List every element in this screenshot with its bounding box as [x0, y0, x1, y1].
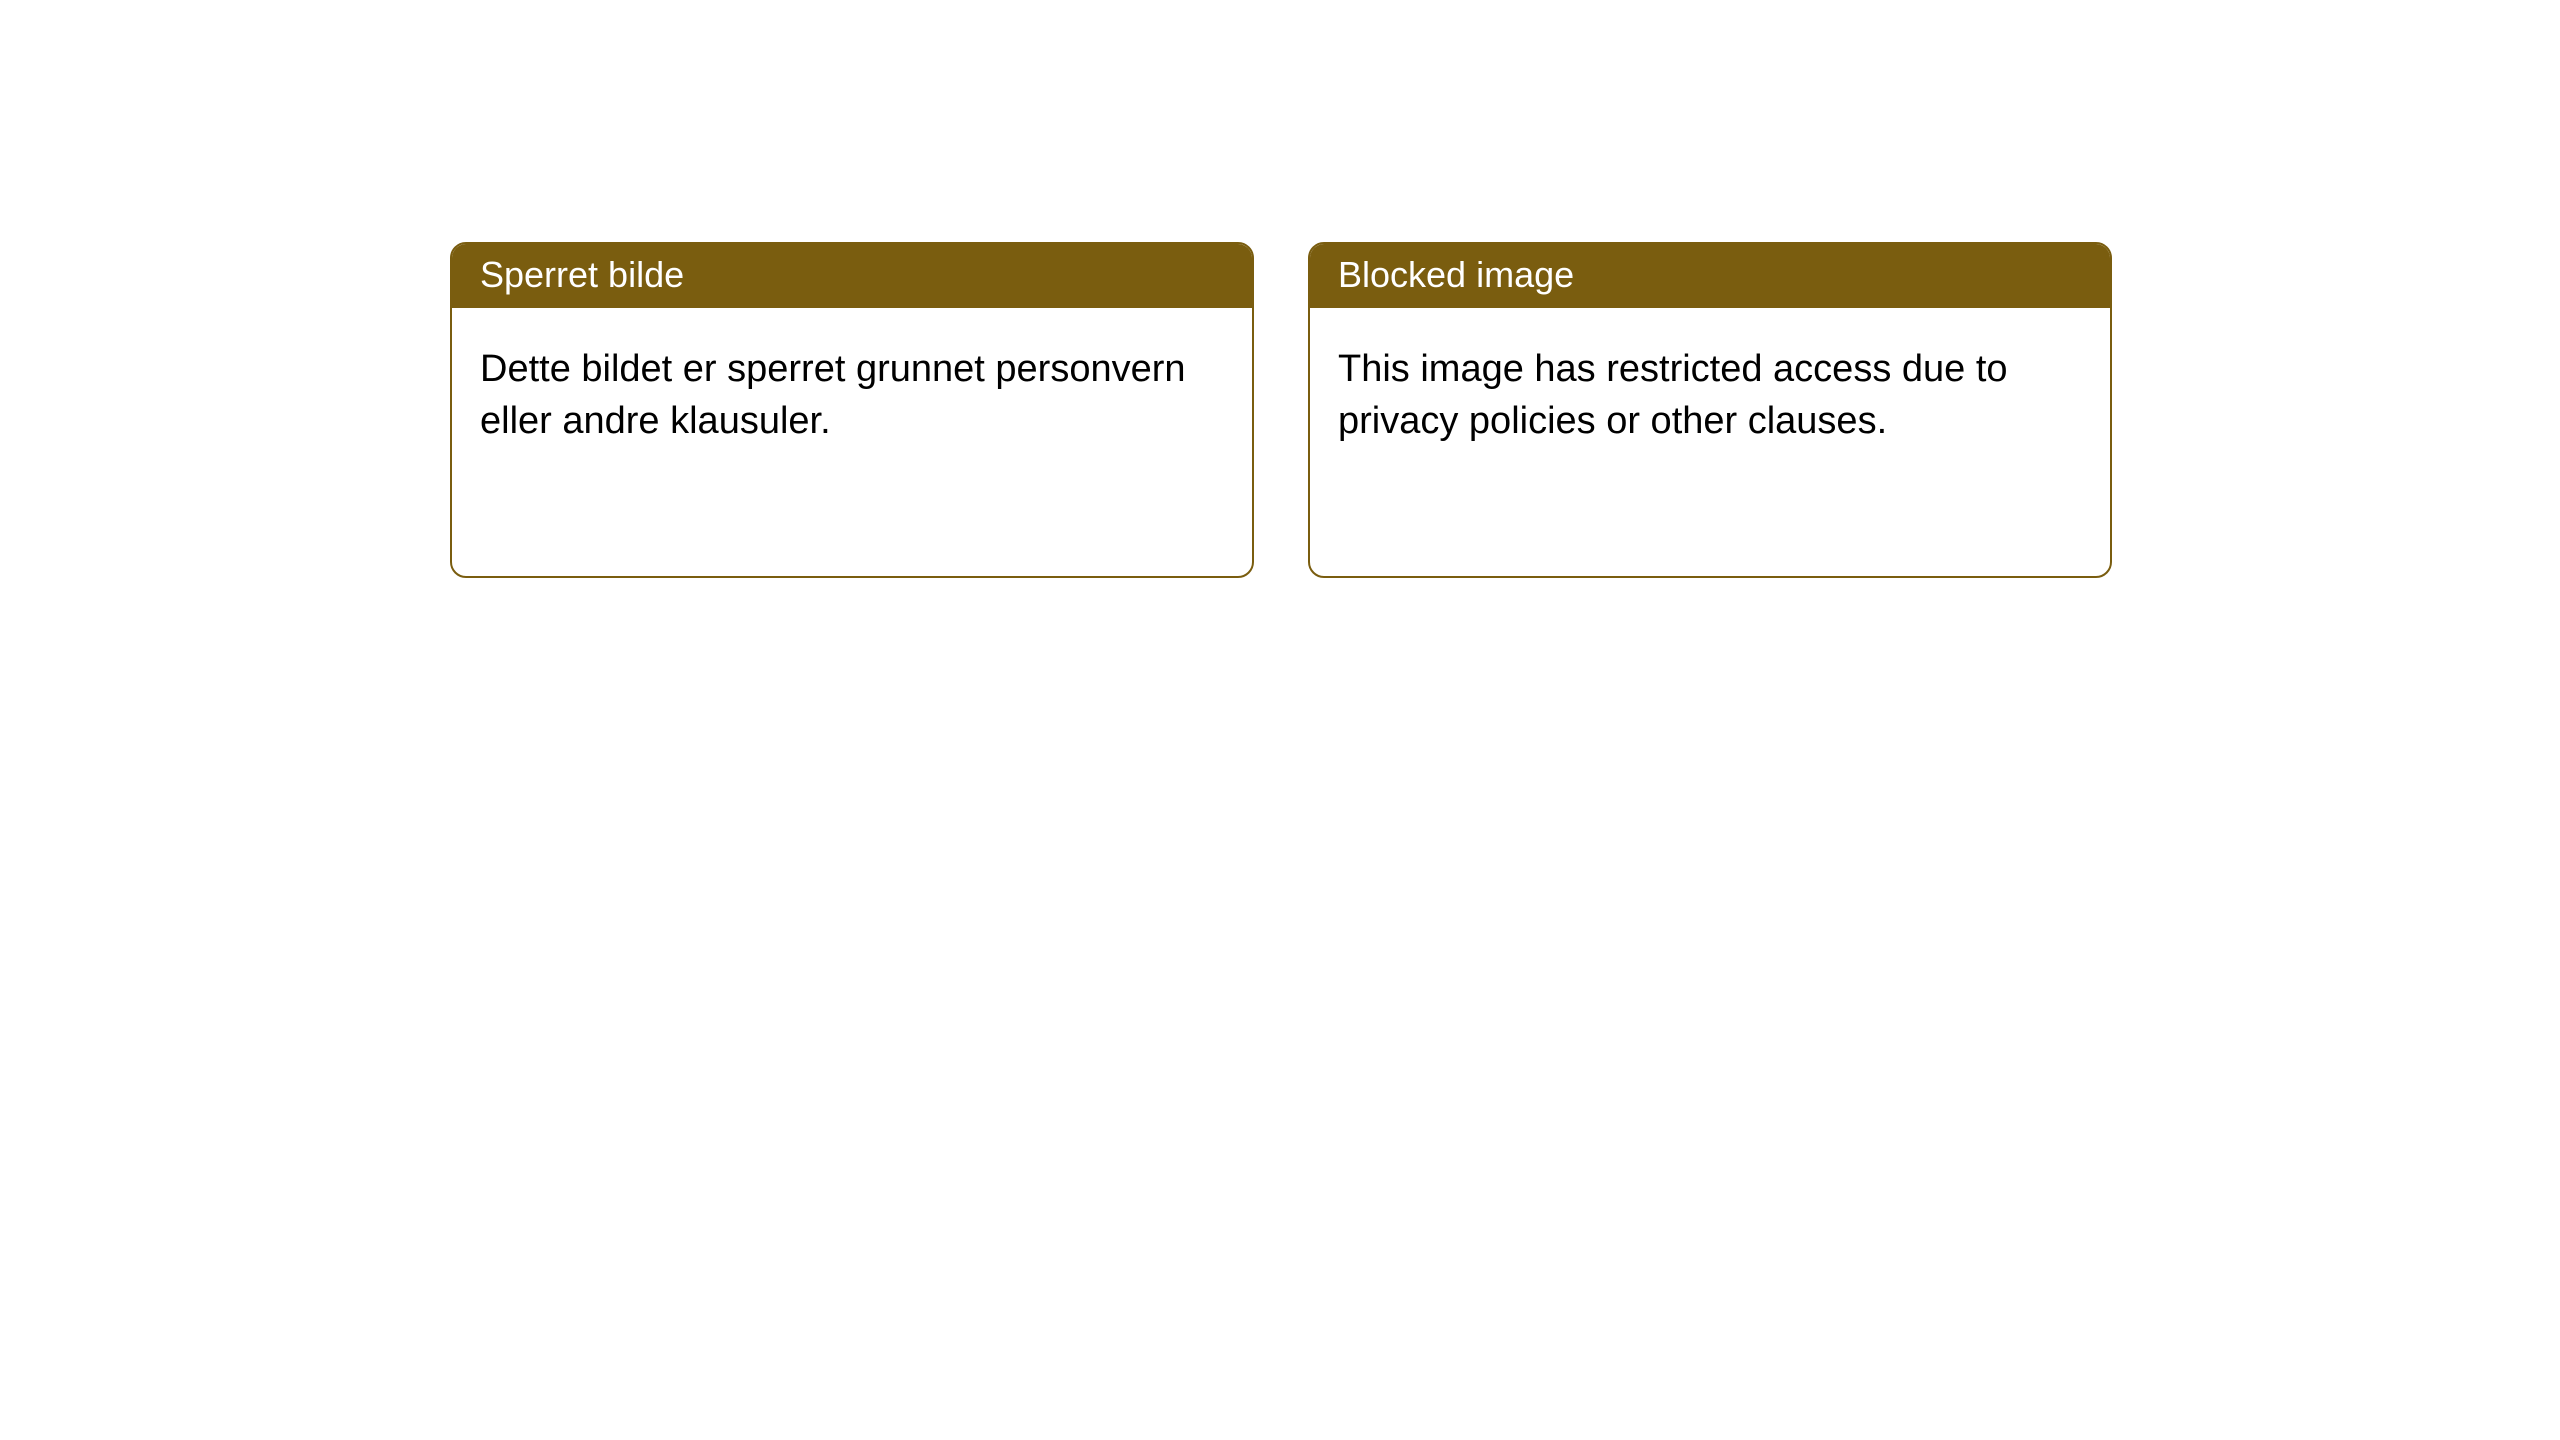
notice-card-container: Sperret bilde Dette bildet er sperret gr…	[0, 0, 2560, 578]
notice-card-body: Dette bildet er sperret grunnet personve…	[452, 308, 1252, 483]
notice-card-title: Sperret bilde	[452, 244, 1252, 308]
notice-card-body: This image has restricted access due to …	[1310, 308, 2110, 483]
notice-card-english: Blocked image This image has restricted …	[1308, 242, 2112, 578]
notice-card-title: Blocked image	[1310, 244, 2110, 308]
notice-card-norwegian: Sperret bilde Dette bildet er sperret gr…	[450, 242, 1254, 578]
